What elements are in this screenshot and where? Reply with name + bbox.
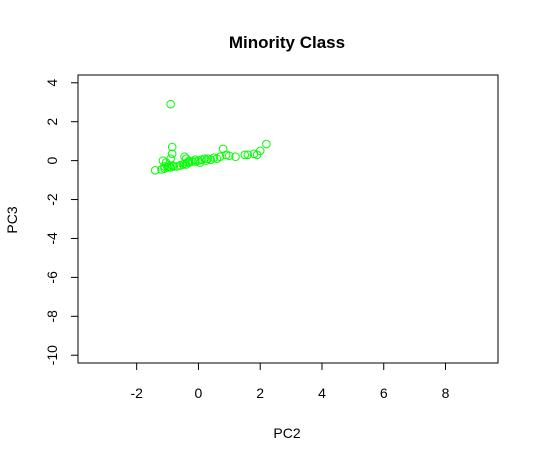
- data-point: [231, 152, 240, 162]
- x-tick-label: 8: [442, 385, 450, 401]
- x-tick-label: -2: [130, 385, 143, 401]
- y-tick-label: -6: [44, 271, 60, 284]
- data-point: [243, 150, 253, 160]
- y-tick-label: -10: [44, 345, 60, 365]
- data-point: [167, 149, 177, 159]
- y-tick-label: -2: [44, 193, 60, 206]
- plot-frame: [77, 74, 499, 364]
- y-tick-label: 4: [44, 79, 60, 87]
- chart-title: Minority Class: [229, 33, 345, 52]
- x-tick-label: 2: [256, 385, 264, 401]
- data-point: [240, 150, 250, 160]
- x-tick-label: 6: [380, 385, 388, 401]
- data-point: [218, 144, 228, 154]
- data-point: [150, 166, 160, 175]
- x-tick-label: 4: [318, 385, 326, 401]
- x-axis: -2 0 2 4 6 8: [130, 362, 450, 401]
- y-axis-title: PC3: [4, 206, 20, 233]
- data-point: [206, 155, 216, 164]
- y-tick-label: -8: [44, 310, 60, 323]
- data-point: [252, 150, 262, 160]
- data-point: [169, 162, 179, 171]
- data-point: [225, 151, 234, 161]
- data-point: [212, 154, 222, 163]
- y-tick-label: -4: [44, 232, 60, 245]
- data-point: [175, 161, 185, 170]
- x-tick-label: 0: [195, 385, 203, 401]
- y-tick-label: 2: [44, 118, 60, 126]
- data-point: [195, 158, 205, 167]
- data-points: [150, 99, 271, 175]
- data-point: [262, 139, 271, 149]
- y-axis: -10 -8 -6 -4 -2 0 2 4: [44, 79, 79, 365]
- x-axis-title: PC2: [273, 425, 300, 441]
- data-point: [167, 142, 177, 152]
- y-tick-label: 0: [44, 157, 60, 165]
- data-point: [166, 99, 175, 109]
- data-point: [201, 156, 211, 165]
